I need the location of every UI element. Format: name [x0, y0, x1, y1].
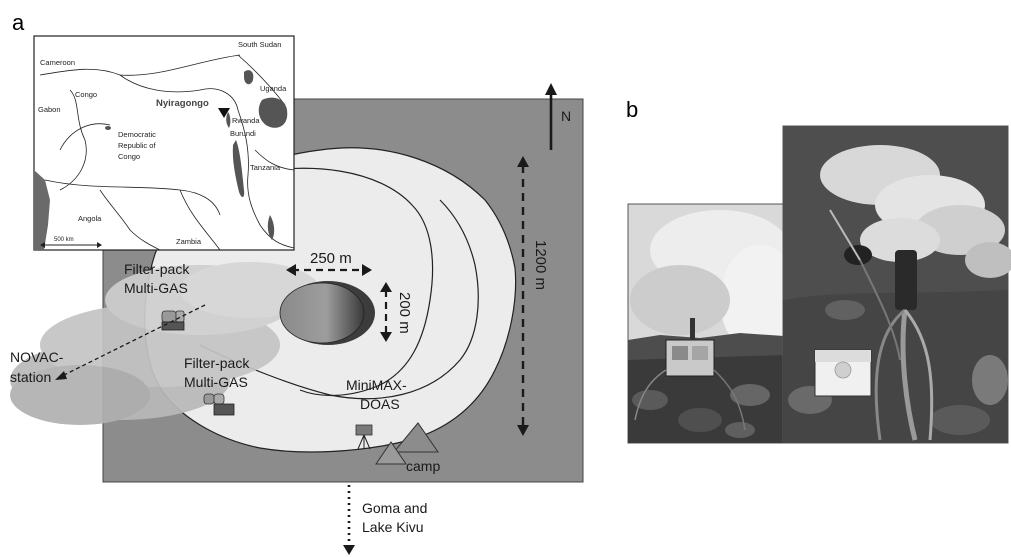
inset-burundi: Burundi [230, 129, 256, 138]
camp-tents-icon [375, 422, 439, 465]
filter-pack-icon-2 [203, 393, 235, 416]
nyiragongo-marker-icon [218, 108, 230, 118]
inset-cameroon: Cameroon [40, 58, 75, 67]
inset-drc-2: Republic of [118, 141, 156, 150]
inset-rwanda: Rwanda [232, 116, 260, 125]
plume-cloud [10, 262, 320, 425]
panel-a-letter: a [12, 10, 25, 35]
crater-terrace-line-2 [199, 199, 479, 400]
inset-lake-small [105, 126, 111, 130]
dist-1200-label: 1200 m [532, 240, 549, 290]
inset-uganda: Uganda [260, 84, 287, 93]
novac-label-1: NOVAC- [10, 349, 64, 365]
filter-pack-label-1: Filter-pack [124, 261, 190, 277]
minimax-label-2: DOAS [360, 396, 400, 412]
dist-250-label: 250 m [310, 250, 352, 267]
inset-gabon: Gabon [38, 105, 61, 114]
filter-pack-icon-1 [161, 310, 185, 331]
inset-tanzania: Tanzania [250, 163, 281, 172]
dist-250-head-left [286, 264, 296, 276]
novac-label-2: station [10, 369, 51, 385]
goma-label-2: Lake Kivu [362, 519, 423, 535]
photo-instrument-left [627, 203, 800, 444]
panel-b-letter: b [626, 97, 638, 122]
dist-1200-head-bottom [517, 425, 529, 436]
crater-terrace-line-1 [244, 167, 434, 397]
inset-lake-kivu [226, 112, 231, 128]
dist-250-head-right [362, 264, 372, 276]
inset-lake-victoria [258, 97, 288, 128]
lava-lake [279, 282, 365, 344]
inset-coast [34, 170, 50, 250]
inset-lake-malawi [267, 215, 275, 240]
minimax-label-1: MiniMAX- [346, 377, 407, 393]
inset-drc-1: Democratic [118, 130, 156, 139]
inset-angola: Angola [78, 214, 102, 223]
inset-nyiragongo: Nyiragongo [156, 98, 209, 109]
inset-lake-albert [244, 70, 254, 85]
dist-200-head-bottom [380, 332, 392, 342]
north-label: N [561, 108, 571, 124]
inset-map: Cameroon South Sudan Uganda Congo Gabon … [33, 35, 295, 251]
minimax-doas-icon [355, 424, 373, 450]
filter-pack-label-2: Filter-pack [184, 355, 250, 371]
inset-congo: Congo [75, 90, 97, 99]
inset-zambia: Zambia [176, 237, 202, 246]
goma-arrow-head [343, 545, 355, 555]
inset-drc-3: Congo [118, 152, 140, 161]
novac-direction-head [55, 371, 67, 380]
multigas-label-1: Multi-GAS [124, 280, 188, 296]
inset-lake-tanganyika [232, 140, 245, 198]
north-arrow-head [545, 83, 557, 95]
dist-200-head-top [380, 282, 392, 292]
novac-direction-arrow [61, 304, 206, 377]
goma-label-1: Goma and [362, 500, 427, 516]
dist-1200-head-top [517, 156, 529, 167]
multigas-label-2: Multi-GAS [184, 374, 248, 390]
inset-scale-label: 500 km [54, 237, 74, 243]
camp-label: camp [406, 458, 440, 474]
dist-200-label: 200 m [396, 292, 413, 334]
inset-south-sudan: South Sudan [238, 40, 281, 49]
photo-instrument-right [782, 125, 1011, 444]
